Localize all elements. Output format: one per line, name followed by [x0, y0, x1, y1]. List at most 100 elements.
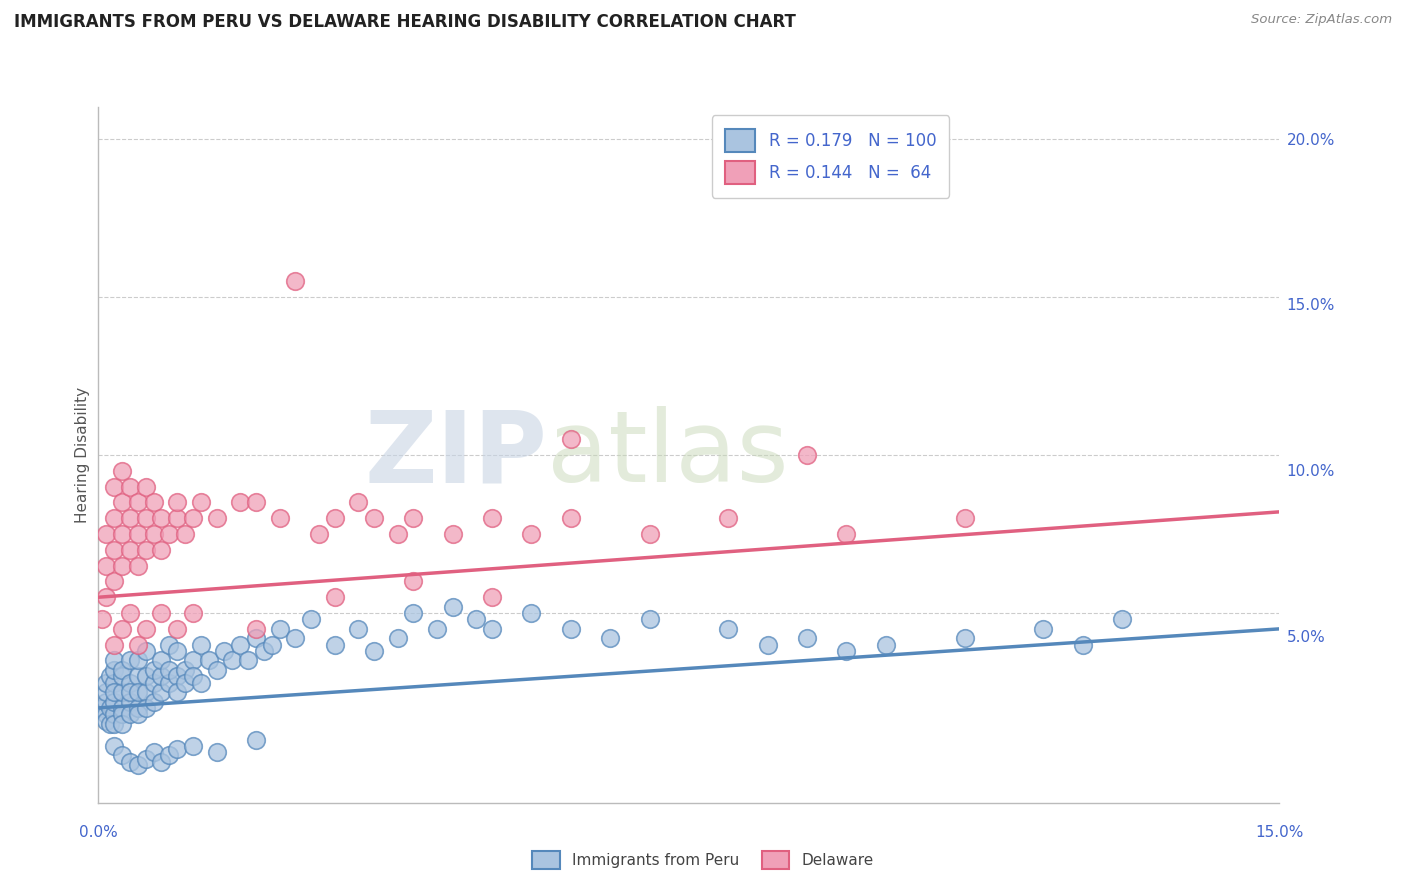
Point	[103, 653, 125, 667]
Point	[166, 669, 188, 683]
Point	[308, 527, 330, 541]
Point	[214, 644, 236, 658]
Point	[953, 632, 976, 646]
Point	[181, 606, 204, 620]
Point	[96, 558, 118, 573]
Point	[98, 701, 121, 715]
Point	[118, 707, 141, 722]
Point	[181, 739, 204, 753]
Point	[174, 527, 197, 541]
Point	[835, 644, 858, 658]
Point	[426, 622, 449, 636]
Point	[190, 495, 212, 509]
Text: 20.0%: 20.0%	[1286, 133, 1334, 148]
Point	[150, 669, 173, 683]
Point	[174, 675, 197, 690]
Point	[135, 669, 157, 683]
Text: Source: ZipAtlas.com: Source: ZipAtlas.com	[1251, 13, 1392, 27]
Point	[142, 745, 165, 759]
Text: 0.0%: 0.0%	[79, 825, 118, 840]
Text: 5.0%: 5.0%	[1286, 630, 1326, 645]
Point	[111, 685, 134, 699]
Text: 10.0%: 10.0%	[1286, 464, 1334, 479]
Point	[96, 675, 118, 690]
Text: atlas: atlas	[547, 407, 789, 503]
Point	[363, 511, 385, 525]
Point	[91, 612, 114, 626]
Point	[135, 644, 157, 658]
Point	[323, 638, 346, 652]
Point	[111, 748, 134, 763]
Y-axis label: Hearing Disability: Hearing Disability	[75, 387, 90, 523]
Point	[441, 527, 464, 541]
Point	[875, 638, 897, 652]
Point	[150, 685, 173, 699]
Point	[166, 644, 188, 658]
Point	[103, 695, 125, 709]
Point	[520, 606, 543, 620]
Point	[111, 707, 134, 722]
Point	[157, 638, 180, 652]
Point	[190, 675, 212, 690]
Point	[166, 622, 188, 636]
Point	[96, 527, 118, 541]
Point	[157, 663, 180, 677]
Point	[118, 755, 141, 769]
Point	[284, 632, 307, 646]
Text: 15.0%: 15.0%	[1256, 825, 1303, 840]
Point	[127, 653, 149, 667]
Point	[98, 669, 121, 683]
Point	[323, 591, 346, 605]
Point	[481, 591, 503, 605]
Point	[135, 511, 157, 525]
Point	[174, 663, 197, 677]
Point	[387, 632, 409, 646]
Point	[796, 448, 818, 462]
Text: IMMIGRANTS FROM PERU VS DELAWARE HEARING DISABILITY CORRELATION CHART: IMMIGRANTS FROM PERU VS DELAWARE HEARING…	[14, 13, 796, 31]
Point	[135, 701, 157, 715]
Point	[284, 274, 307, 288]
Point	[560, 432, 582, 446]
Point	[103, 663, 125, 677]
Point	[127, 669, 149, 683]
Point	[150, 542, 173, 557]
Point	[118, 542, 141, 557]
Point	[1111, 612, 1133, 626]
Point	[127, 701, 149, 715]
Text: ZIP: ZIP	[364, 407, 547, 503]
Point	[166, 511, 188, 525]
Point	[142, 527, 165, 541]
Point	[717, 622, 740, 636]
Point	[103, 685, 125, 699]
Point	[363, 644, 385, 658]
Point	[205, 745, 228, 759]
Point	[190, 638, 212, 652]
Point	[127, 757, 149, 772]
Point	[135, 685, 157, 699]
Point	[118, 511, 141, 525]
Point	[481, 622, 503, 636]
Point	[111, 527, 134, 541]
Point	[323, 511, 346, 525]
Point	[103, 707, 125, 722]
Point	[205, 511, 228, 525]
Text: 15.0%: 15.0%	[1286, 298, 1334, 313]
Point	[181, 511, 204, 525]
Point	[150, 653, 173, 667]
Point	[135, 751, 157, 765]
Point	[127, 558, 149, 573]
Point	[142, 495, 165, 509]
Point	[481, 511, 503, 525]
Point	[245, 632, 267, 646]
Point	[111, 464, 134, 478]
Point	[157, 675, 180, 690]
Point	[127, 527, 149, 541]
Legend: Immigrants from Peru, Delaware: Immigrants from Peru, Delaware	[526, 845, 880, 875]
Point	[835, 527, 858, 541]
Point	[166, 742, 188, 756]
Point	[103, 675, 125, 690]
Point	[638, 527, 661, 541]
Point	[260, 638, 283, 652]
Point	[245, 732, 267, 747]
Point	[135, 542, 157, 557]
